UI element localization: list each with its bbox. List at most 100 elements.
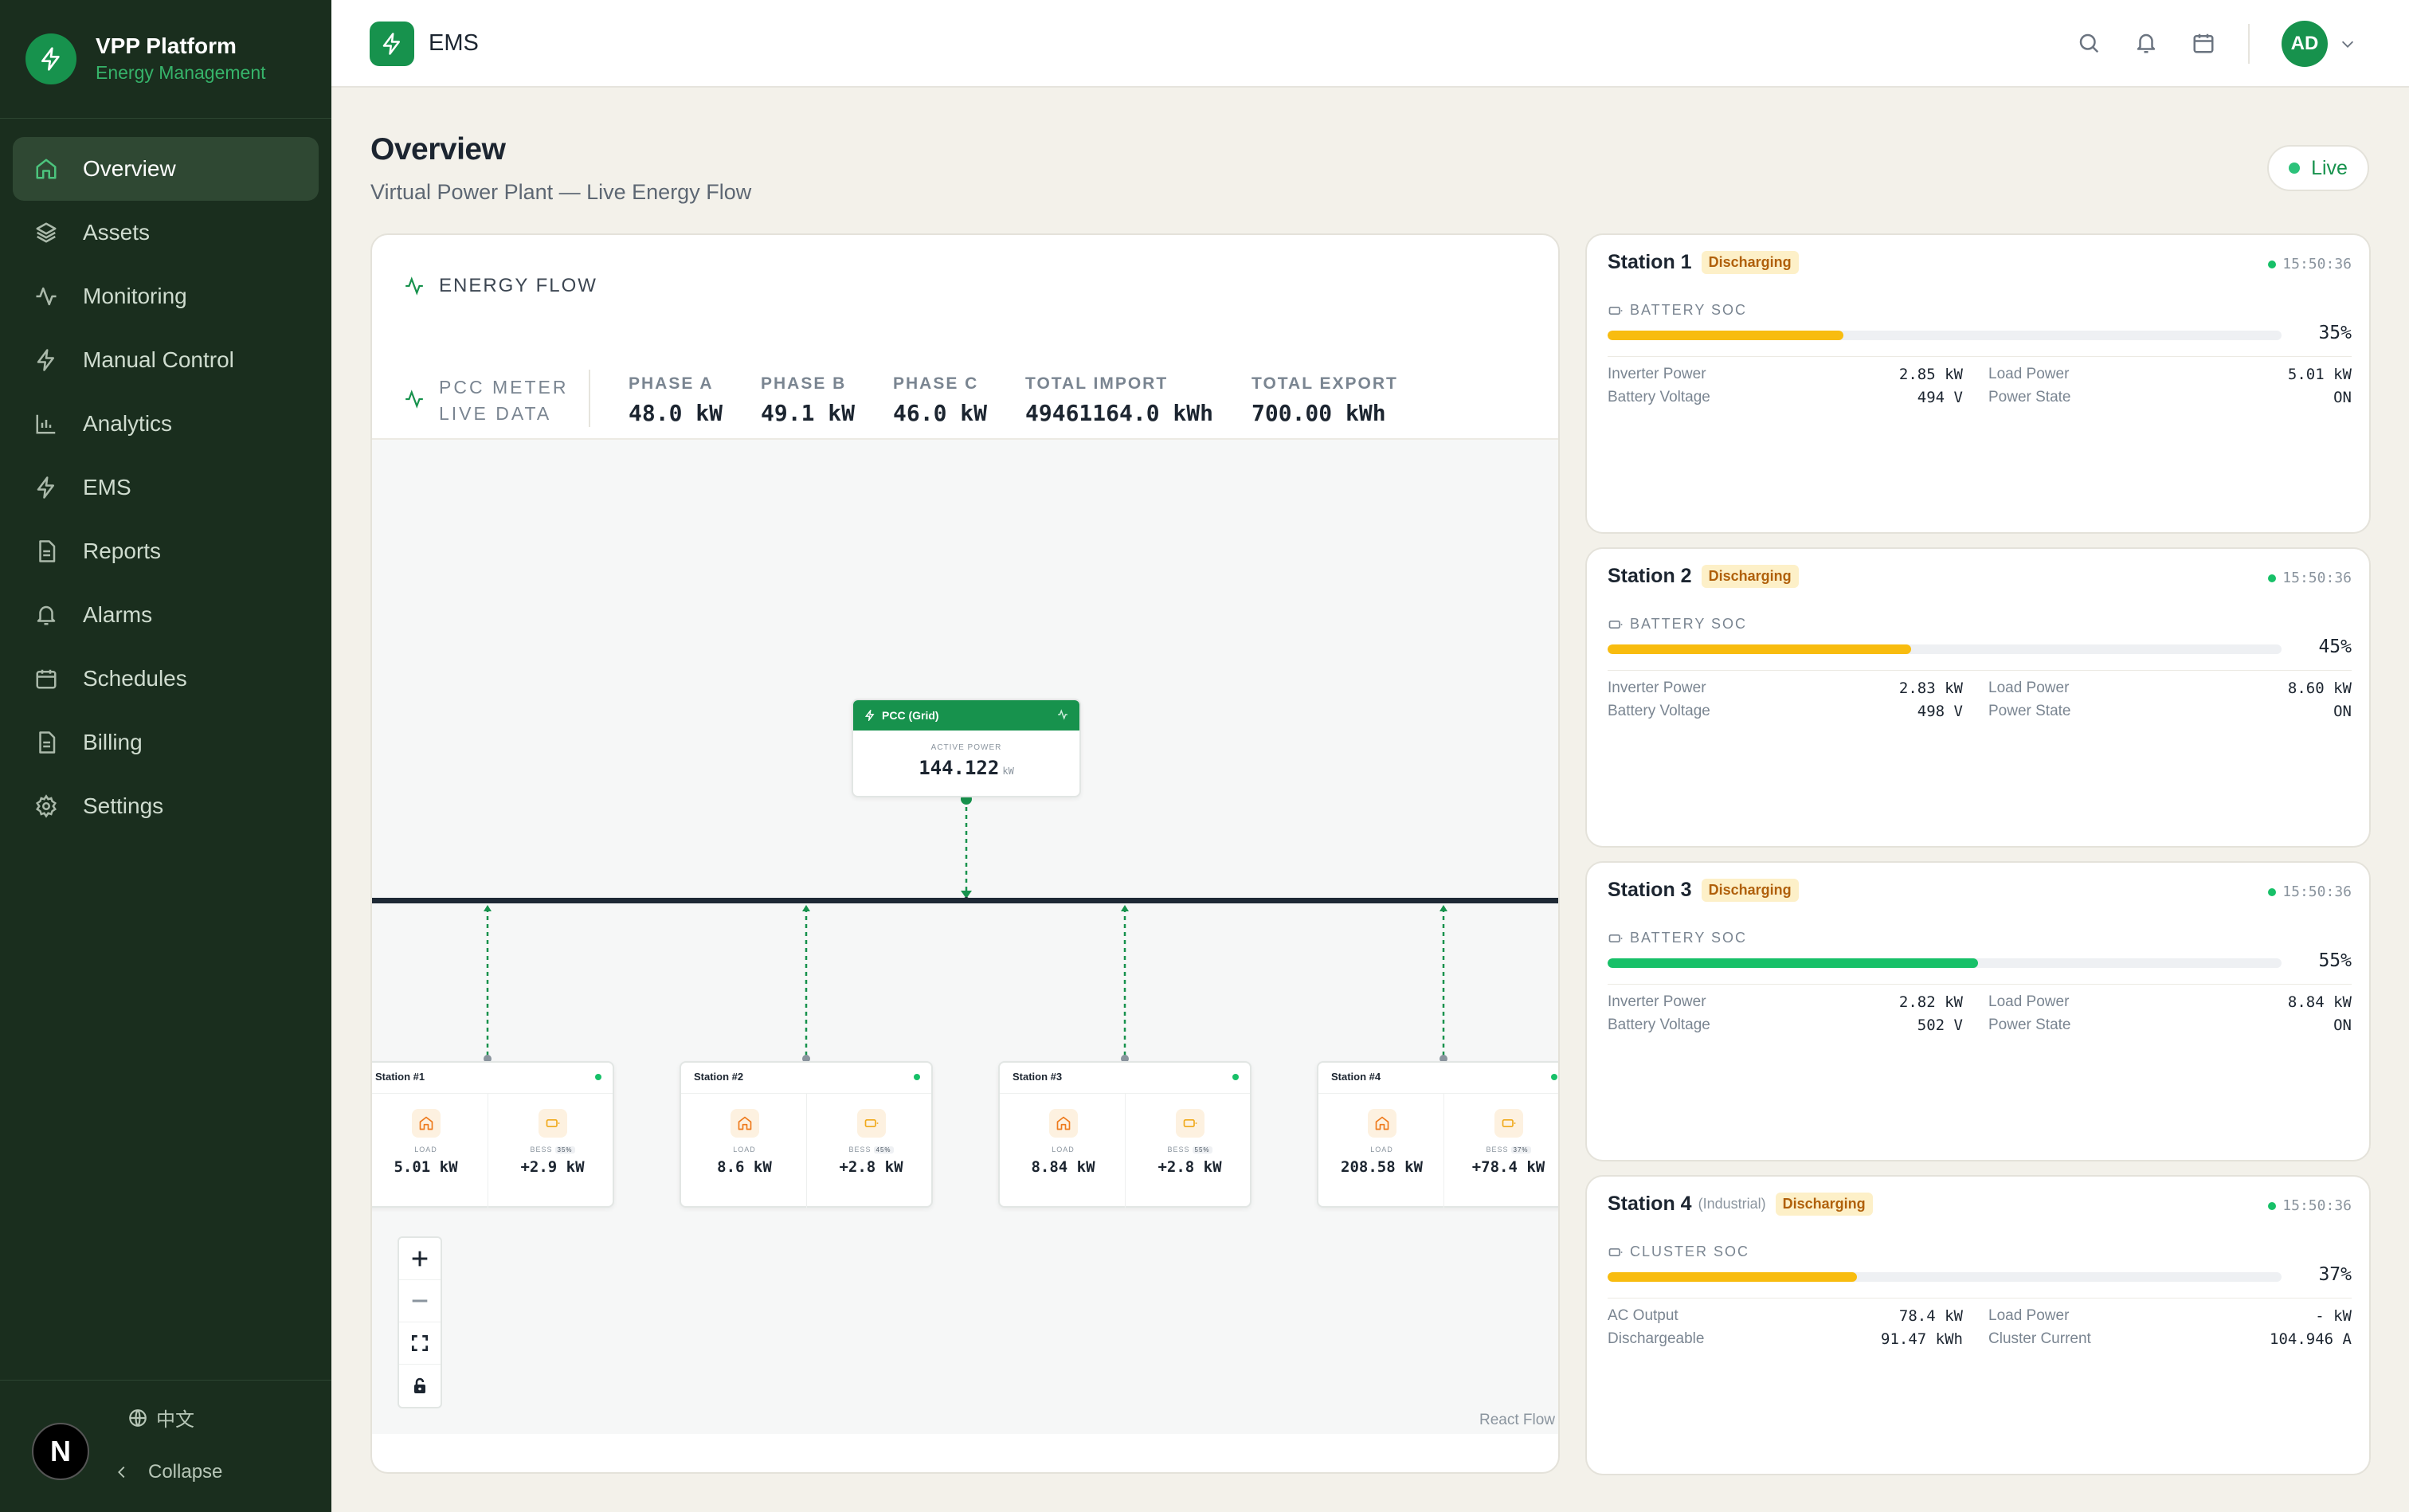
sidebar-item-alarms[interactable]: Alarms — [13, 583, 319, 647]
soc-label-text: CLUSTER SOC — [1630, 1244, 1750, 1259]
brand-title: VPP Platform — [96, 33, 237, 58]
sidebar-item-overview[interactable]: Overview — [13, 137, 319, 201]
load-value: 208.58 kW — [1341, 1158, 1423, 1176]
divider — [0, 118, 331, 119]
flow-canvas[interactable]: PCC (Grid) ACTIVE POWER 144.122 kW Statio… — [372, 438, 1558, 1434]
battery-icon — [538, 1109, 567, 1138]
avatar[interactable]: AD — [2282, 21, 2328, 67]
minus-icon — [412, 1299, 428, 1302]
react-flow-attribution[interactable]: React Flow — [1479, 1412, 1555, 1428]
bess-value: +78.4 kW — [1471, 1158, 1545, 1176]
calendar-icon[interactable] — [2189, 29, 2218, 57]
bolt-icon — [864, 710, 875, 721]
sidebar-item-analytics[interactable]: Analytics — [13, 392, 319, 456]
station-card-title: Station 2 Discharging — [1608, 565, 1799, 588]
soc-progress-fill — [1608, 331, 1844, 340]
sidebar-item-manual-control[interactable]: Manual Control — [13, 328, 319, 392]
lock-icon — [414, 1377, 425, 1393]
pcc-active-power-value: 144.122 kW — [853, 757, 1079, 779]
station-node-2[interactable]: Station #2 LOAD 8.6 kW BESS 45% +2.8 kW — [680, 1061, 934, 1209]
kv-key: Cluster Current — [1988, 1330, 2091, 1347]
station-name: Station 2 — [1608, 565, 1692, 587]
station-node-title: Station #1 — [375, 1071, 425, 1083]
kv-value: 8.60 kW — [2287, 680, 2352, 697]
home-icon — [411, 1109, 441, 1138]
kv-key: Battery Voltage — [1608, 703, 1710, 719]
station-load: LOAD 8.84 kW — [1000, 1109, 1126, 1176]
sidebar-item-billing[interactable]: Billing — [13, 711, 319, 774]
zoom-out-button[interactable] — [399, 1280, 441, 1322]
kv-value: 494 V — [1917, 389, 1963, 406]
timestamp: 15:50:36 — [2268, 883, 2352, 900]
status-badge: Discharging — [1701, 565, 1799, 588]
bess-label: BESS 45% — [808, 1146, 934, 1154]
language-label: 中文 — [156, 1409, 194, 1431]
station-node-title: Station #4 — [1331, 1071, 1381, 1083]
kv-key: Load Power — [1988, 993, 2070, 1010]
sidebar-item-ems[interactable]: EMS — [13, 456, 319, 519]
kv-value: - kW — [2315, 1307, 2352, 1325]
sidebar-item-settings[interactable]: Settings — [13, 774, 319, 838]
divider — [372, 1093, 613, 1094]
pcc-meter-label-line2: LIVE DATA — [439, 403, 552, 424]
metric-key: TOTAL EXPORT — [1252, 374, 1398, 393]
kv-key: Load Power — [1988, 366, 2070, 382]
station-node-4[interactable]: Station #4 LOAD 208.58 kW BESS 37% +78.4 … — [1317, 1061, 1558, 1209]
search-icon[interactable] — [2074, 29, 2103, 57]
station-card-2[interactable]: Station 2 Discharging 15:50:36 BATTERY S… — [1585, 547, 2371, 848]
station-node-title: Station #3 — [1013, 1071, 1063, 1083]
station-node-1[interactable]: Station #1 LOAD 5.01 kW BESS 35% +2.9 kW — [372, 1061, 614, 1209]
app-badge[interactable]: N — [32, 1423, 89, 1480]
kv-key: Battery Voltage — [1608, 1016, 1710, 1033]
zoom-in-button[interactable] — [399, 1238, 441, 1280]
bell-icon[interactable] — [2132, 29, 2160, 57]
bess-label: BESS 37% — [1445, 1146, 1558, 1154]
brand[interactable]: VPP Platform Energy Management — [25, 33, 312, 84]
sidebar-item-label: Assets — [83, 220, 151, 245]
timestamp: 15:50:36 — [2268, 1197, 2352, 1214]
layers-icon — [32, 218, 61, 247]
kv-value: 91.47 kWh — [1881, 1330, 1963, 1348]
sidebar-item-schedules[interactable]: Schedules — [13, 647, 319, 711]
soc-progress-bar — [1608, 644, 2282, 654]
gear-icon — [32, 792, 61, 821]
bess-value: +2.8 kW — [839, 1158, 903, 1176]
metric-value: 49461164.0 kWh — [1025, 400, 1214, 426]
live-status-badge[interactable]: Live — [2267, 145, 2369, 191]
bess-value: +2.9 kW — [520, 1158, 585, 1176]
sidebar-item-reports[interactable]: Reports — [13, 519, 319, 583]
energy-flow-title: ENERGY FLOW — [439, 275, 597, 296]
station-bess: BESS 37% +78.4 kW — [1445, 1109, 1558, 1176]
status-dot — [2268, 260, 2277, 268]
bolt-icon — [32, 346, 61, 374]
pcc-grid-node[interactable]: PCC (Grid) ACTIVE POWER 144.122 kW — [852, 699, 1081, 797]
status-dot — [2268, 1201, 2277, 1210]
bar-chart-icon — [32, 409, 61, 438]
kv-key: Load Power — [1988, 680, 2070, 696]
chevron-down-icon[interactable] — [2339, 35, 2356, 57]
station-card-1[interactable]: Station 1 Discharging 15:50:36 BATTERY S… — [1585, 233, 2371, 534]
status-dot — [1551, 1074, 1557, 1080]
fit-view-button[interactable] — [399, 1322, 441, 1365]
metric-phase-a: PHASE A 48.0 kW — [629, 374, 723, 426]
kv-value: 8.84 kW — [2287, 993, 2352, 1011]
station-4-connection — [1440, 905, 1447, 1063]
station-card-3[interactable]: Station 3 Discharging 15:50:36 BATTERY S… — [1585, 861, 2371, 1161]
status-badge: Discharging — [1775, 1193, 1873, 1216]
station-card-4[interactable]: Station 4 (Industrial) Discharging 15:50… — [1585, 1175, 2371, 1475]
station-node-3[interactable]: Station #3 LOAD 8.84 kW BESS 55% +2.8 kW — [998, 1061, 1252, 1209]
language-switch[interactable]: 中文 — [127, 1404, 194, 1432]
divider — [1318, 1093, 1558, 1094]
bolt-icon — [370, 22, 414, 66]
metric-phase-b: PHASE B 49.1 kW — [761, 374, 855, 426]
collapse-button[interactable]: Collapse — [113, 1461, 222, 1483]
status-badge: Discharging — [1701, 251, 1799, 274]
sidebar-item-monitoring[interactable]: Monitoring — [13, 264, 319, 328]
sidebar-item-assets[interactable]: Assets — [13, 201, 319, 264]
soc-label-text: BATTERY SOC — [1630, 616, 1748, 632]
bess-label-text: BESS — [530, 1146, 553, 1154]
soc-label: BATTERY SOC — [1608, 616, 1747, 633]
battery-icon — [1608, 306, 1623, 315]
lock-button[interactable] — [399, 1365, 441, 1407]
soc-label: BATTERY SOC — [1608, 302, 1747, 319]
